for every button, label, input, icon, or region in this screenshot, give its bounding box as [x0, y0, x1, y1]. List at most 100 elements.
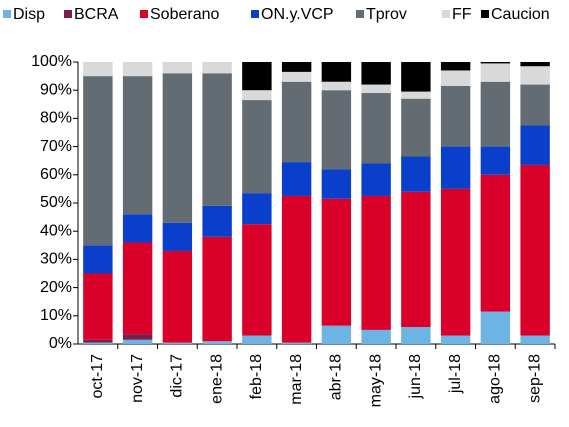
legend-label: BCRA [74, 6, 119, 23]
bar-segment [480, 311, 511, 344]
bar-segment [202, 205, 232, 237]
x-tick-label: abr-18 [328, 354, 345, 400]
bar-segment [520, 62, 550, 67]
bar-segment [202, 236, 232, 342]
bar-segment [202, 341, 232, 344]
bar-segment [520, 335, 550, 344]
legend-swatch [3, 10, 11, 18]
bar-segment [122, 76, 153, 215]
bar-segment [122, 339, 153, 344]
bar-segment [401, 91, 431, 99]
y-tick-label: 0% [49, 335, 72, 352]
y-tick-label: 10% [40, 307, 72, 324]
x-tick-label: may-18 [367, 354, 384, 407]
bar-segment [321, 90, 352, 170]
bar-segment [361, 93, 391, 164]
bar-segment [321, 325, 352, 344]
legend-swatch [64, 10, 72, 18]
bar-segment [162, 342, 193, 344]
bar-segment [202, 73, 232, 206]
bar-segment [520, 84, 550, 126]
y-tick-label: 30% [40, 251, 72, 268]
x-tick-label: jun-18 [407, 354, 424, 400]
bar-segment [242, 224, 272, 336]
legend-label: Caucion [491, 6, 550, 23]
bar-segment [83, 76, 113, 246]
bar-segment [242, 90, 272, 101]
bar-segment [242, 62, 272, 91]
bar-segment [122, 214, 153, 243]
bar-segment [520, 125, 550, 165]
bar-segment [83, 342, 113, 344]
legend-label: Disp [13, 6, 45, 23]
bar-segment [281, 342, 312, 344]
y-tick-label: 90% [40, 81, 72, 98]
bar-segment [520, 164, 550, 336]
x-tick-label: ene-18 [208, 354, 225, 404]
bar-segment [440, 335, 471, 344]
y-tick-label: 80% [40, 110, 72, 127]
bar-segment [440, 188, 471, 336]
bar-segment [480, 62, 511, 64]
legend-label: FF [452, 6, 472, 23]
bar-segment [281, 162, 312, 196]
x-tick-label: ago-18 [487, 354, 504, 404]
legend-swatch [356, 10, 364, 18]
bar-segment [83, 245, 113, 274]
bar-segment [480, 63, 511, 82]
y-tick-label: 70% [40, 138, 72, 155]
bar-segment [281, 71, 312, 82]
y-tick-label: 20% [40, 279, 72, 296]
bar-segment [440, 70, 471, 86]
bar-segment [242, 193, 272, 225]
bar-segment [281, 195, 312, 343]
legend-swatch [140, 10, 148, 18]
y-tick-label: 100% [31, 53, 72, 70]
bar-segment [401, 98, 431, 157]
x-tick-label: dic-17 [169, 354, 186, 398]
x-tick-label: oct-17 [89, 354, 106, 399]
bar-segment [361, 84, 391, 94]
x-tick-label: feb-18 [248, 354, 265, 399]
bar-segment [162, 62, 193, 74]
bar-segment [281, 62, 312, 72]
bar-segment [480, 146, 511, 175]
bar-segment [162, 222, 193, 251]
bar-segment [440, 146, 471, 189]
bar-segment [480, 81, 511, 147]
bar-segment [202, 62, 232, 74]
legend-label: Soberano [150, 6, 219, 23]
bar-segment [480, 174, 511, 312]
bar-segment [321, 198, 352, 326]
bar-segment [520, 66, 550, 85]
bar-segment [162, 73, 193, 223]
legend-label: ON.y.VCP [261, 6, 334, 23]
bar-segment [440, 62, 471, 71]
bar-segment [440, 85, 471, 147]
bar-segment [162, 250, 193, 343]
x-tick-label: jul-18 [447, 354, 464, 394]
legend-swatch [442, 10, 450, 18]
bar-segment [361, 195, 391, 330]
bar-segment [122, 242, 153, 335]
bar-segment [122, 62, 153, 77]
bar-segment [83, 273, 113, 340]
bar-segment [401, 191, 431, 328]
bar-segment [361, 62, 391, 85]
bar-segment [242, 100, 272, 194]
y-tick-label: 60% [40, 166, 72, 183]
bar-segment [401, 327, 431, 344]
legend-label: Tprov [366, 6, 407, 23]
x-tick-label: mar-18 [288, 354, 305, 405]
bar-segment [281, 81, 312, 163]
bar-segment [83, 62, 113, 77]
y-tick-label: 50% [40, 194, 72, 211]
bar-segment [361, 329, 391, 344]
bar-segment [321, 169, 352, 199]
legend-swatch [251, 10, 259, 18]
bar-segment [401, 156, 431, 192]
x-tick-label: sep-18 [526, 354, 543, 403]
bar-segment [321, 62, 352, 82]
y-tick-label: 40% [40, 222, 72, 239]
